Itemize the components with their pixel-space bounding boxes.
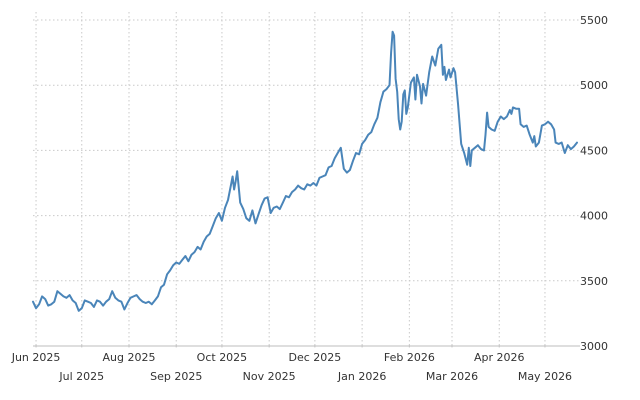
- x-tick-label: Feb 2026: [384, 351, 435, 364]
- series-layer: [32, 30, 578, 312]
- x-tick-label: Apr 2026: [474, 351, 525, 364]
- x-tick-label: May 2026: [518, 370, 572, 383]
- series-line: [32, 30, 578, 312]
- x-tick-label: Dec 2025: [288, 351, 341, 364]
- y-axis-labels: 3000 3500 4000 4500 5000 5500: [580, 14, 608, 353]
- x-tick-label: Oct 2025: [197, 351, 248, 364]
- x-tick-label: Nov 2025: [243, 370, 296, 383]
- y-tick-label: 3000: [580, 340, 608, 353]
- y-tick-label: 4500: [580, 144, 608, 157]
- grid-lines: [33, 12, 580, 350]
- x-tick-label: Aug 2025: [102, 351, 155, 364]
- y-tick-label: 5000: [580, 79, 608, 92]
- x-tick-label: Jul 2025: [58, 370, 104, 383]
- y-tick-label: 3500: [580, 275, 608, 288]
- x-tick-label: Mar 2026: [426, 370, 478, 383]
- x-tick-label: Jan 2026: [337, 370, 386, 383]
- x-axis-labels: Jun 2025 Jul 2025 Aug 2025 Sep 2025 Oct 2025…: [11, 351, 572, 383]
- x-tick-label: Sep 2025: [150, 370, 202, 383]
- x-tick-label: Jun 2025: [11, 351, 61, 364]
- y-tick-label: 5500: [580, 14, 608, 27]
- y-tick-label: 4000: [580, 210, 608, 223]
